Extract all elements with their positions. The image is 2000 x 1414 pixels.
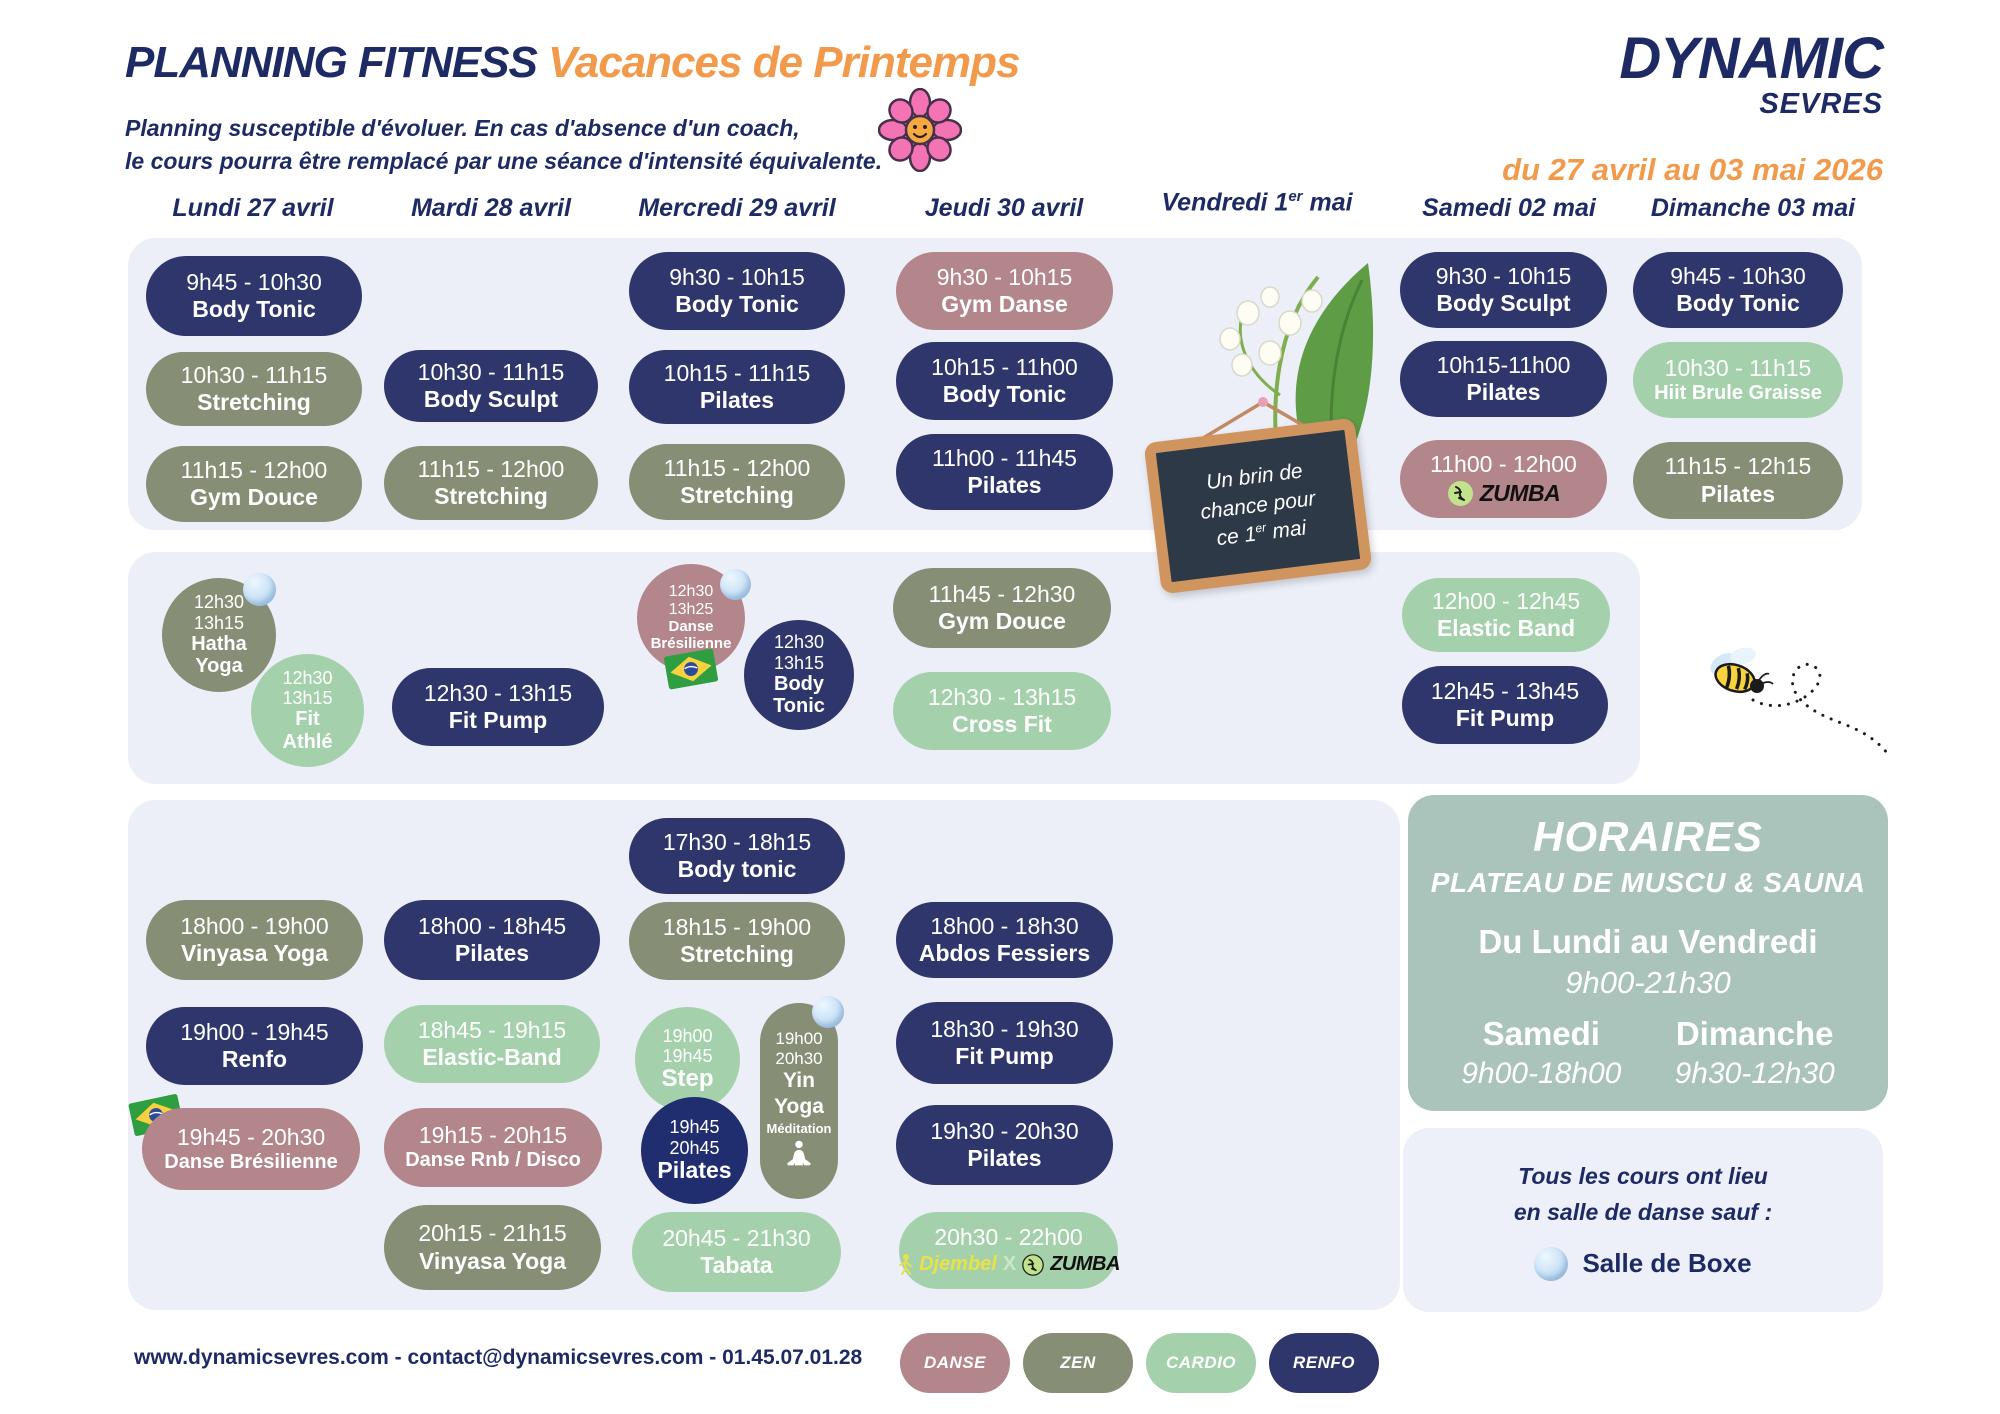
brand-logo-name: DYNAMIC — [1619, 26, 1884, 91]
class-pill-mon-stretching: 10h30 - 11h15 Stretching — [146, 352, 362, 426]
class-pill-sat-fit-pump: 12h45 - 13h45 Fit Pump — [1402, 666, 1608, 744]
class-pill-sat-zumba: 11h00 - 12h00 ZUMBA — [1400, 440, 1607, 518]
class-pill-thu-body-tonic: 10h15 - 11h00 Body Tonic — [896, 342, 1113, 420]
disclaimer-line2: le cours pourra être remplacé par une sé… — [125, 148, 883, 175]
class-pill-wed-pilates: 10h15 - 11h15 Pilates — [629, 350, 845, 424]
class-pill-wed-body-tonic-evening: 17h30 - 18h15 Body tonic — [629, 818, 845, 894]
legend-danse: DANSE — [900, 1333, 1010, 1393]
class-capsule-wed-yin-yoga: 19h00 20h30 Yin Yoga Méditation — [760, 1003, 838, 1199]
boxing-room-bubble-icon — [1534, 1246, 1569, 1281]
class-pill-wed-stretching: 11h15 - 12h00 Stretching — [629, 444, 845, 520]
boxing-room-bubble-icon — [720, 569, 751, 600]
class-pill-thu-pilates-evening: 19h30 - 20h30 Pilates — [896, 1105, 1113, 1185]
horaires-subtitle: PLATEAU DE MUSCU & SAUNA — [1430, 867, 1866, 898]
meditation-icon — [787, 1140, 811, 1166]
date-range: du 27 avril au 03 mai 2026 — [1502, 152, 1883, 187]
class-pill-wed-tabata: 20h45 - 21h30 Tabata — [632, 1212, 841, 1292]
day-header-wednesday: Mercredi 29 avril — [638, 194, 836, 222]
zumba-wordmark: ZUMBA — [1050, 1253, 1120, 1276]
day-header-saturday: Samedi 02 mai — [1422, 194, 1596, 222]
horaires-sunday: Dimanche 9h30-12h30 — [1674, 1015, 1835, 1090]
bee-doodle — [1710, 647, 1893, 760]
class-pill-thu-gym-douce: 11h45 - 12h30 Gym Douce — [893, 568, 1111, 648]
legend-renfo: RENFO — [1269, 1333, 1379, 1393]
zumba-wordmark: ZUMBA — [1479, 480, 1561, 506]
disclaimer-note: Planning susceptible d'évoluer. En cas d… — [125, 112, 882, 179]
class-pill-tue-elastic-band: 18h45 - 19h15 Elastic-Band — [384, 1005, 600, 1083]
chalkboard-sign: Un brin de chance pour ce 1er mai — [1143, 417, 1373, 595]
class-pill-tue-body-sculpt: 10h30 - 11h15 Body Sculpt — [384, 350, 598, 422]
class-pill-sun-body-tonic: 9h45 - 10h30 Body Tonic — [1633, 252, 1843, 328]
page-title: PLANNING FITNESS Vacances de Printemps — [125, 38, 1020, 88]
class-circle-mon-fit-athle: 12h30 13h15 Fit Athlé — [251, 654, 364, 767]
horaires-weekdays-label: Du Lundi au Vendredi — [1478, 923, 1818, 960]
class-pill-mon-renfo: 19h00 - 19h45 Renfo — [146, 1007, 363, 1085]
room-note-box: Tous les cours ont lieu en salle de dans… — [1403, 1128, 1883, 1312]
day-header-sunday: Dimanche 03 mai — [1650, 194, 1856, 222]
horaires-saturday: Samedi 9h00-18h00 — [1461, 1015, 1622, 1090]
class-pill-thu-pilates: 11h00 - 11h45 Pilates — [896, 434, 1113, 510]
class-pill-sun-hiit: 10h30 - 11h15 Hiit Brule Graisse — [1633, 342, 1843, 418]
class-pill-wed-body-tonic: 9h30 - 10h15 Body Tonic — [629, 252, 845, 330]
day-header-thursday: Jeudi 30 avril — [924, 194, 1084, 222]
class-pill-thu-cross-fit: 12h30 - 13h15 Cross Fit — [893, 672, 1111, 750]
boxing-room-bubble-icon — [812, 996, 844, 1028]
brazil-flag-icon — [663, 648, 719, 690]
boxing-room-bubble-icon — [243, 573, 276, 606]
horaires-box: HORAIRES PLATEAU DE MUSCU & SAUNA Du Lun… — [1408, 795, 1888, 1111]
class-pill-tue-vinyasa-yoga: 20h15 - 21h15 Vinyasa Yoga — [384, 1205, 601, 1290]
class-circle-wed-step: 19h00 19h45 Step — [635, 1007, 740, 1112]
class-pill-tue-danse-rnb-disco: 19h15 - 20h15 Danse Rnb / Disco — [384, 1108, 602, 1187]
room-note-line1: Tous les cours ont lieu — [1518, 1163, 1768, 1190]
djembel-dancer-icon — [899, 1254, 913, 1276]
day-header-friday: Vendredi 1er mai — [1161, 188, 1353, 217]
day-header-tuesday: Mardi 28 avril — [411, 194, 571, 222]
class-pill-mon-body-tonic: 9h45 - 10h30 Body Tonic — [146, 256, 362, 336]
flower-icon — [878, 88, 962, 172]
class-pill-mon-vinyasa-yoga: 18h00 - 19h00 Vinyasa Yoga — [146, 900, 363, 980]
page-title-accent: Vacances de Printemps — [548, 38, 1020, 87]
class-pill-sat-body-sculpt: 9h30 - 10h15 Body Sculpt — [1400, 252, 1607, 328]
collab-x: X — [1002, 1253, 1017, 1276]
class-pill-tue-fit-pump: 12h30 - 13h15 Fit Pump — [392, 668, 604, 746]
brand-logo-city: SEVRES — [1759, 88, 1883, 120]
class-pill-thu-abdos-fessiers: 18h00 - 18h30 Abdos Fessiers — [896, 902, 1113, 978]
class-pill-mon-gym-douce: 11h15 - 12h00 Gym Douce — [146, 446, 362, 522]
room-note-line2: en salle de danse sauf : — [1513, 1199, 1773, 1225]
class-pill-mon-danse-bresilienne: 19h45 - 20h30 Danse Brésilienne — [142, 1108, 360, 1190]
horaires-title: HORAIRES — [1533, 813, 1763, 860]
boxing-room-label: Salle de Boxe — [1582, 1248, 1752, 1279]
disclaimer-line1: Planning susceptible d'évoluer. En cas d… — [125, 115, 800, 141]
class-pill-tue-stretching: 11h15 - 12h00 Stretching — [384, 446, 598, 520]
class-pill-sun-pilates: 11h15 - 12h15 Pilates — [1633, 442, 1843, 519]
class-pill-thu-djembel-zumba: 20h30 - 22h00 Djembel X ZUMBA — [899, 1212, 1120, 1289]
zumba-icon — [1022, 1254, 1045, 1276]
page-title-main: PLANNING FITNESS — [125, 38, 538, 87]
class-pill-thu-gym-danse: 9h30 - 10h15 Gym Danse — [896, 252, 1113, 330]
midday-band — [128, 552, 1640, 784]
class-circle-wed-pilates: 19h45 20h45 Pilates — [641, 1097, 748, 1204]
djembel-wordmark: Djembel — [919, 1253, 997, 1276]
class-pill-thu-fit-pump: 18h30 - 19h30 Fit Pump — [896, 1002, 1113, 1084]
class-pill-tue-pilates: 18h00 - 18h45 Pilates — [384, 900, 600, 980]
class-circle-wed-body-tonic: 12h30 13h15 Body Tonic — [744, 620, 854, 730]
legend-cardio: CARDIO — [1146, 1333, 1256, 1393]
horaires-weekdays-hours: 9h00-21h30 — [1565, 965, 1731, 1000]
legend-zen: ZEN — [1023, 1333, 1133, 1393]
class-pill-wed-stretching-evening: 18h15 - 19h00 Stretching — [629, 902, 845, 980]
day-header-monday: Lundi 27 avril — [172, 194, 334, 222]
category-legend: DANSE ZEN CARDIO RENFO — [900, 1333, 1379, 1393]
zumba-icon — [1447, 481, 1473, 507]
contact-line: www.dynamicsevres.com - contact@dynamics… — [134, 1346, 863, 1369]
class-pill-sat-pilates: 10h15-11h00 Pilates — [1400, 341, 1607, 417]
brand-logo: DYNAMIC SEVRES — [1619, 26, 1884, 120]
class-pill-sat-elastic-band: 12h00 - 12h45 Elastic Band — [1402, 578, 1610, 652]
